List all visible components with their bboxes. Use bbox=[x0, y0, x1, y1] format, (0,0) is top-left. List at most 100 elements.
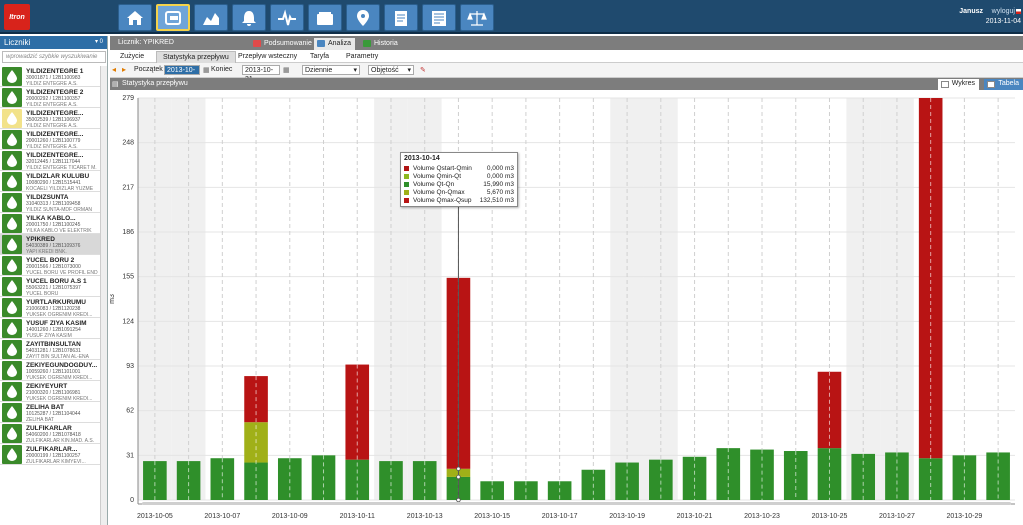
nav-button-report[interactable] bbox=[384, 4, 418, 31]
previous-period-icon[interactable]: ◂ bbox=[112, 65, 117, 74]
nav-button-wallet[interactable] bbox=[308, 4, 342, 31]
subtab-parametry[interactable]: Parametry bbox=[346, 53, 379, 60]
meter-list-item[interactable]: YUCEL BORU A.S 1 55063221 / 12B1075397 YUC… bbox=[0, 276, 100, 297]
meter-list-item[interactable]: ZULFIKARLAR... 20000199 / 12B1100257 ZULFI… bbox=[0, 444, 100, 465]
y-tick-label: 62 bbox=[126, 408, 134, 415]
meter-list-item[interactable]: YILKA KABLO... 20001750 / 12B1100245 YILKA… bbox=[0, 213, 100, 234]
meter-company: YILDIZ ENTEGRE A.S. bbox=[26, 123, 78, 129]
meter-list-item[interactable]: YUCEL BORU 2 20001566 / 12B1073000 YUCEL B… bbox=[0, 255, 100, 276]
meter-name: YILDIZENTEGRE 2 bbox=[26, 89, 84, 96]
meter-list-item[interactable]: ZAYITBINSULTAN 54031281 / 12B1078631 ZAYIT… bbox=[0, 339, 100, 360]
next-period-icon[interactable]: ▸ bbox=[122, 65, 127, 74]
meter-list-item[interactable]: YILDIZENTEGRE 1 30001871 / 12B1100983 YILD… bbox=[0, 66, 100, 87]
tooltip-value: 0,000 m3 bbox=[486, 172, 514, 180]
home-icon bbox=[127, 10, 143, 25]
meter-name: YILDIZLAR KULUBU bbox=[26, 173, 90, 180]
tooltip-value: 5,670 m3 bbox=[486, 188, 514, 196]
nav-button-bell[interactable] bbox=[232, 4, 266, 31]
meter-list-item[interactable]: YILDIZENTEGRE... 20001260 / 12B1100779 YIL… bbox=[0, 129, 100, 150]
quick-search-input[interactable]: wprowadzić szybkie wyszukiwanie bbox=[2, 51, 106, 63]
nav-button-document[interactable] bbox=[422, 4, 456, 31]
meter-name: YILDIZSUNTA bbox=[26, 194, 69, 201]
start-calendar-icon[interactable]: ▦ bbox=[203, 67, 210, 74]
meter-company: YILKA KABLO VE ELEKTRIK bbox=[26, 228, 92, 234]
water-drop-icon bbox=[2, 130, 22, 149]
nav-button-home[interactable] bbox=[118, 4, 152, 31]
tab-tabela[interactable]: Tabela bbox=[984, 79, 1023, 90]
meter-name: ZAYITBINSULTAN bbox=[26, 341, 81, 348]
nav-button-pulse[interactable] bbox=[270, 4, 304, 31]
meter-list-item[interactable]: YILDIZENTEGRE... 35002539 / 12B1106937 YIL… bbox=[0, 108, 100, 129]
nav-button-scales[interactable] bbox=[460, 4, 494, 31]
water-drop-icon bbox=[2, 151, 22, 170]
tooltip-label: Volume Qn-Qmax bbox=[413, 188, 465, 196]
chart-header: ▤ Statystyka przepływu Wykres Tabela bbox=[110, 78, 1023, 90]
bar-segment bbox=[817, 448, 842, 500]
itron-logo: Itron bbox=[4, 4, 30, 30]
end-label: Koniec bbox=[211, 66, 233, 73]
meter-list-item[interactable]: ZEKIYEYURT 21000320 / 12B1106981 YUKSEK OG… bbox=[0, 381, 100, 402]
y-tick-label: 93 bbox=[126, 363, 134, 370]
x-tick-label: 2013-10-23 bbox=[744, 513, 780, 520]
meter-company: YUCEL BORU VE PROFIL END bbox=[26, 270, 98, 276]
meter-name: ZEKIYEGUNDOGDUY... bbox=[26, 362, 98, 369]
subtab-przeplyw-wsteczny[interactable]: Przepływ wsteczny bbox=[238, 53, 298, 60]
meter-list-item[interactable]: YILDIZENTEGRE 2 20000292 / 12B1100357 YILD… bbox=[0, 87, 100, 108]
nav-button-area-chart[interactable] bbox=[194, 4, 228, 31]
tab-podsumowanie[interactable]: Podsumowanie bbox=[250, 38, 316, 50]
pulse-icon bbox=[278, 8, 296, 25]
meter-list-item[interactable]: YILDIZLAR KULUBU 10080290 / 12B1515441 KOC… bbox=[0, 171, 100, 192]
bar-segment bbox=[210, 458, 235, 500]
measure-select[interactable]: Objętość ▾ bbox=[368, 65, 414, 75]
x-tick-label: 2013-10-29 bbox=[946, 513, 982, 520]
bar-segment bbox=[345, 364, 370, 460]
tab-historia[interactable]: Historia bbox=[360, 38, 402, 50]
subtab-zuzycie[interactable]: Zużycie bbox=[120, 53, 145, 60]
settings-icon[interactable]: ✎ bbox=[420, 67, 426, 74]
weekend-band bbox=[610, 98, 644, 500]
weekend-band bbox=[138, 98, 172, 500]
interval-select[interactable]: Dziennie ▾ bbox=[302, 65, 360, 75]
tab-analiza[interactable]: Analiza bbox=[314, 38, 355, 50]
tooltip-row: Volume Qmin-Qt 0,000 m3 bbox=[404, 172, 514, 180]
meter-company: KOCAELI YILDIZLAR YUZME bbox=[26, 186, 94, 192]
meter-icon bbox=[165, 10, 181, 25]
analysis-icon bbox=[317, 40, 325, 47]
meter-list-item[interactable]: YUSUF ZIYA KASIM 14001260 / 12B1091254 YUS… bbox=[0, 318, 100, 339]
end-date-input[interactable]: 2013-10-31 bbox=[242, 65, 280, 83]
y-tick-label: 124 bbox=[122, 318, 134, 325]
meter-list-item[interactable]: YPIKRED 54030389 / 12B1109376 YAPI KREDI B… bbox=[0, 234, 100, 255]
meter-id: 21000320 / 12B1106981 bbox=[26, 390, 81, 396]
meter-list-item[interactable]: YURTLARKURUMU 21006083 / 12B1120238 YUKSEK… bbox=[0, 297, 100, 318]
meter-list-item[interactable]: ZELIHA BAT 10125287 / 12B1104044 ZELIHA BA… bbox=[0, 402, 100, 423]
nav-button-meter[interactable] bbox=[156, 4, 190, 31]
sidebar-scrollbar[interactable] bbox=[100, 66, 107, 525]
summary-icon bbox=[253, 40, 261, 47]
start-date-input[interactable]: 2013-10-05 bbox=[164, 65, 200, 83]
sidebar-count[interactable]: ▾ 0 bbox=[94, 39, 103, 45]
meter-title: Licznik: YPIKRED bbox=[118, 39, 174, 46]
water-drop-icon bbox=[2, 193, 22, 212]
meter-list-item[interactable]: YILDIZENTEGRE... 32012445 / 12B1117044 YIL… bbox=[0, 150, 100, 171]
flow-statistics-chart[interactable]: 0 31 62 93 124 155 186 217 248 279 m3 2013-10-05 201… bbox=[110, 90, 1023, 525]
nav-button-map-pin[interactable] bbox=[346, 4, 380, 31]
bar-segment bbox=[143, 461, 167, 500]
tooltip-label: Volume Qmin-Qt bbox=[413, 172, 462, 180]
water-drop-icon bbox=[2, 172, 22, 191]
logout-link[interactable]: wyloguj bbox=[991, 8, 1015, 15]
meter-list-item[interactable]: YILDIZSUNTA 31040313 / 12B1109458 YILDIZ S… bbox=[0, 192, 100, 213]
meter-list-item[interactable]: ZULFIKARLAR 54060200 / 12B1078418 ZULFIKAR… bbox=[0, 423, 100, 444]
tooltip-date: 2013-10-14 bbox=[404, 155, 440, 162]
subtab-taryfa[interactable]: Taryfa bbox=[310, 53, 330, 60]
meter-name: YILKA KABLO... bbox=[26, 215, 76, 222]
subtab-statystyka-przeplywu[interactable]: Statystyka przepływu bbox=[156, 51, 236, 63]
end-calendar-icon[interactable]: ▦ bbox=[283, 67, 290, 74]
meter-list-item[interactable]: ZEKIYEGUNDOGDUY... 10059260 / 12B1101001 Y… bbox=[0, 360, 100, 381]
tab-wykres[interactable]: Wykres bbox=[937, 79, 979, 90]
water-drop-icon bbox=[2, 256, 22, 275]
y-tick-label: 0 bbox=[130, 497, 134, 504]
bar-segment bbox=[615, 462, 639, 500]
language-flag-icon[interactable] bbox=[1016, 9, 1021, 14]
meter-id: 20000199 / 12B1100257 bbox=[26, 453, 81, 459]
meter-id: 31040313 / 12B1109458 bbox=[26, 201, 81, 207]
